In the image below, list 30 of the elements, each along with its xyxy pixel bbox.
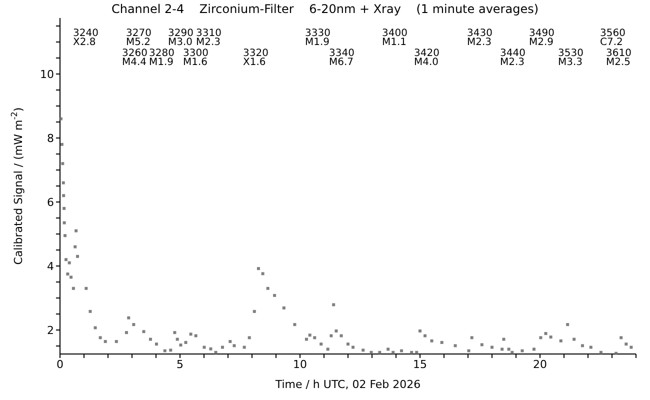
annotation: 3280 M1.9 (149, 48, 174, 68)
annotation: 3270 M5.2 (126, 28, 152, 48)
x-tick-label: 10 (293, 358, 307, 371)
annotation: 3260 M4.4 (122, 48, 148, 68)
annotation: 3240 X2.8 (73, 28, 98, 48)
annotation: 3560 C7.2 (600, 28, 626, 48)
annotation: 3420 M4.0 (414, 48, 440, 68)
x-tick-label: 5 (176, 358, 184, 371)
x-tick-label: 15 (413, 358, 427, 371)
annotation: 3310 M2.3 (196, 28, 222, 48)
annotation: 3440 M2.3 (500, 48, 526, 68)
y-tick-label: 8 (47, 132, 54, 145)
annotation: 3320 X1.6 (243, 48, 268, 68)
annotation: 3290 M3.0 (168, 28, 194, 48)
y-tick-label: 10 (40, 68, 54, 81)
annotation: 3490 M2.9 (529, 28, 554, 48)
x-axis-title: Time / h UTC, 02 Feb 2026 (274, 378, 421, 391)
annotation: 3400 M1.1 (382, 28, 408, 48)
annotation: 3530 M3.3 (558, 48, 584, 68)
x-tick-label: 0 (56, 358, 64, 371)
annotation: 3300 M1.6 (183, 48, 208, 68)
y-tick-label: 4 (47, 260, 54, 273)
annotation: 3340 M6.7 (329, 48, 354, 68)
annotation: 3430 M2.3 (467, 28, 492, 48)
annotation: 3610 M2.5 (606, 48, 632, 68)
y-tick-label: 6 (47, 196, 54, 209)
y-tick-label: 2 (47, 324, 54, 337)
chart-title: Channel 2-4 Zirconium-Filter 6-20nm + Xray (1 minute averages) (110, 2, 540, 16)
x-tick-label: 20 (533, 358, 547, 371)
annotation: 3330 M1.9 (305, 28, 330, 48)
